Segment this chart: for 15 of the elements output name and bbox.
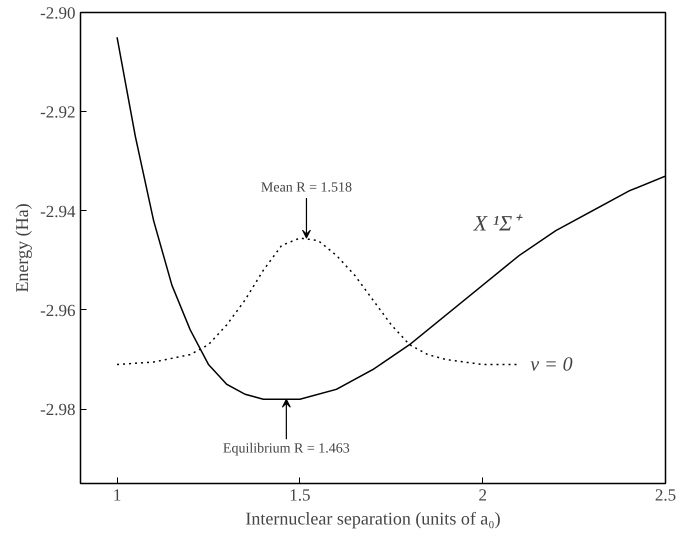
y-tick-label: -2.98 bbox=[40, 400, 76, 420]
y-tick-label: -2.90 bbox=[40, 4, 76, 22]
y-tick-label: -2.96 bbox=[40, 300, 76, 320]
series-label: v = 0 bbox=[530, 354, 573, 376]
series-label: X ¹Σ⁺ bbox=[472, 210, 524, 236]
x-tick-label: 1 bbox=[112, 486, 122, 504]
x-axis-title: Internuclear separation (units of a₀) bbox=[245, 508, 501, 528]
x-tick-label: 2.5 bbox=[654, 486, 676, 504]
y-axis-title: Energy (Ha) bbox=[12, 203, 32, 293]
x-tick-label: 1.5 bbox=[289, 486, 310, 504]
annotation: Equilibrium R = 1.463 bbox=[222, 442, 350, 457]
y-tick-label: -2.94 bbox=[40, 202, 76, 221]
x-tick-label: 2 bbox=[478, 486, 487, 504]
y-tick-label: -2.92 bbox=[40, 102, 76, 122]
annotation: Mean R = 1.518 bbox=[260, 180, 352, 196]
